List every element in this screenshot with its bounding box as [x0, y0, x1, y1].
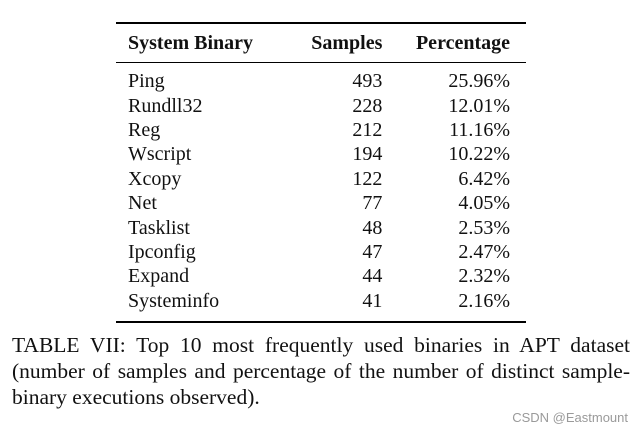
table-row: Wscript 194 10.22% [116, 142, 526, 166]
cell-binary: Net [128, 192, 157, 215]
table-row: Ping 493 25.96% [116, 63, 526, 94]
table-header: System Binary Samples Percentage [116, 23, 526, 63]
cell-binary: Ipconfig [128, 240, 196, 263]
cell-samples: 41 [285, 288, 383, 323]
cell-binary: Ping [128, 70, 165, 93]
watermark: CSDN @Eastmount [512, 410, 628, 425]
cell-percentage: 4.05% [458, 192, 510, 215]
table-row: Tasklist 48 2.53% [116, 215, 526, 239]
cell-samples: 47 [362, 240, 383, 263]
cell-samples: 44 [362, 265, 383, 288]
cell-percentage: 2.47% [458, 240, 510, 263]
binaries-table-container: System Binary Samples Percentage Ping 49… [116, 22, 526, 323]
table-row: Reg 212 11.16% [116, 118, 526, 142]
cell-binary: Xcopy [128, 167, 182, 190]
cell-percentage: 6.42% [458, 167, 510, 190]
cell-binary: Rundll32 [128, 94, 203, 117]
table-caption: TABLE VII: Top 10 most frequently used b… [12, 333, 630, 409]
cell-samples: 212 [352, 118, 383, 141]
cell-binary: Systeminfo [116, 288, 286, 323]
table-row: Rundll32 228 12.01% [116, 93, 526, 117]
cell-samples: 228 [352, 94, 383, 117]
header-system-binary: System Binary [128, 31, 253, 54]
cell-binary: Wscript [128, 143, 192, 166]
cell-percentage: 2.16% [382, 288, 526, 323]
cell-percentage: 2.32% [458, 265, 510, 288]
header-samples: Samples [311, 31, 383, 54]
table-row: Xcopy 122 6.42% [116, 167, 526, 191]
cell-percentage: 2.53% [458, 216, 510, 239]
table-row: Ipconfig 47 2.47% [116, 240, 526, 264]
binaries-table: System Binary Samples Percentage Ping 49… [116, 22, 526, 323]
header-percentage: Percentage [415, 31, 510, 54]
header-row: System Binary Samples Percentage [116, 23, 526, 63]
cell-percentage: 25.96% [448, 70, 510, 93]
cell-percentage: 12.01% [448, 94, 510, 117]
cell-samples: 122 [352, 167, 383, 190]
table-body: Ping 493 25.96% Rundll32 228 12.01% Reg … [116, 63, 526, 323]
table-row: Expand 44 2.32% [116, 264, 526, 288]
table-row: Net 77 4.05% [116, 191, 526, 215]
cell-samples: 48 [362, 216, 383, 239]
cell-samples: 77 [362, 192, 383, 215]
cell-samples: 493 [352, 70, 383, 93]
cell-percentage: 10.22% [448, 143, 510, 166]
cell-binary: Tasklist [128, 216, 190, 239]
cell-samples: 194 [352, 143, 383, 166]
table-row: Systeminfo 41 2.16% [116, 288, 526, 323]
cell-percentage: 11.16% [449, 118, 510, 141]
cell-binary: Reg [128, 118, 161, 141]
cell-binary: Expand [128, 265, 190, 288]
